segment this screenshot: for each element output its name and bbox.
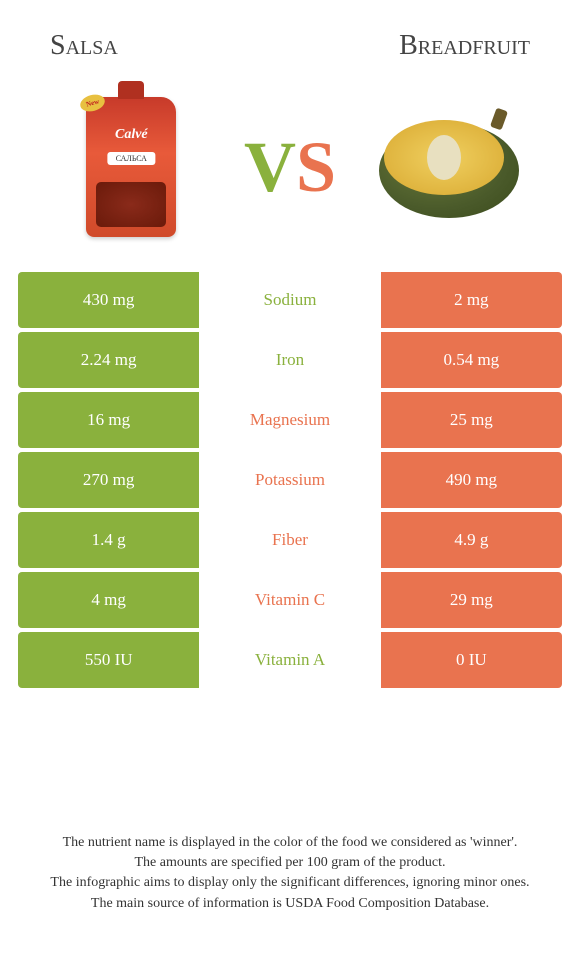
salsa-image: New (61, 87, 201, 247)
nutrient-right-value: 0 IU (381, 632, 562, 688)
nutrient-name: Potassium (199, 452, 380, 508)
footer-notes: The nutrient name is displayed in the co… (30, 833, 550, 914)
nutrient-name: Vitamin A (199, 632, 380, 688)
nutrient-name: Vitamin C (199, 572, 380, 628)
nutrient-left-value: 4 mg (18, 572, 199, 628)
nutrient-name: Fiber (199, 512, 380, 568)
nutrient-row: 1.4 gFiber4.9 g (18, 512, 562, 568)
nutrient-right-value: 0.54 mg (381, 332, 562, 388)
hero-row: New VS (0, 72, 580, 272)
nutrient-left-value: 2.24 mg (18, 332, 199, 388)
nutrient-row: 2.24 mgIron0.54 mg (18, 332, 562, 388)
nutrient-row: 4 mgVitamin C29 mg (18, 572, 562, 628)
nutrient-left-value: 16 mg (18, 392, 199, 448)
nutrient-row: 550 IUVitamin A0 IU (18, 632, 562, 688)
nutrient-right-value: 2 mg (381, 272, 562, 328)
nutrient-left-value: 550 IU (18, 632, 199, 688)
footer-line-1: The nutrient name is displayed in the co… (30, 833, 550, 853)
nutrient-name: Sodium (199, 272, 380, 328)
vs-s: S (296, 127, 336, 207)
nutrient-right-value: 25 mg (381, 392, 562, 448)
nutrient-table: 430 mgSodium2 mg2.24 mgIron0.54 mg16 mgM… (0, 272, 580, 688)
nutrient-name: Iron (199, 332, 380, 388)
vs-label: VS (244, 126, 336, 209)
nutrient-row: 16 mgMagnesium25 mg (18, 392, 562, 448)
footer-line-3: The infographic aims to display only the… (30, 873, 550, 893)
vs-v: V (244, 127, 296, 207)
nutrient-left-value: 270 mg (18, 452, 199, 508)
footer-line-2: The amounts are specified per 100 gram o… (30, 853, 550, 873)
nutrient-left-value: 430 mg (18, 272, 199, 328)
nutrient-name: Magnesium (199, 392, 380, 448)
nutrient-left-value: 1.4 g (18, 512, 199, 568)
footer-line-4: The main source of information is USDA F… (30, 894, 550, 914)
breadfruit-image (379, 87, 519, 247)
nutrient-row: 270 mgPotassium490 mg (18, 452, 562, 508)
nutrient-right-value: 490 mg (381, 452, 562, 508)
nutrient-row: 430 mgSodium2 mg (18, 272, 562, 328)
header: Salsa Breadfruit (0, 0, 580, 72)
nutrient-right-value: 4.9 g (381, 512, 562, 568)
title-left: Salsa (50, 30, 118, 62)
title-right: Breadfruit (399, 30, 530, 62)
nutrient-right-value: 29 mg (381, 572, 562, 628)
